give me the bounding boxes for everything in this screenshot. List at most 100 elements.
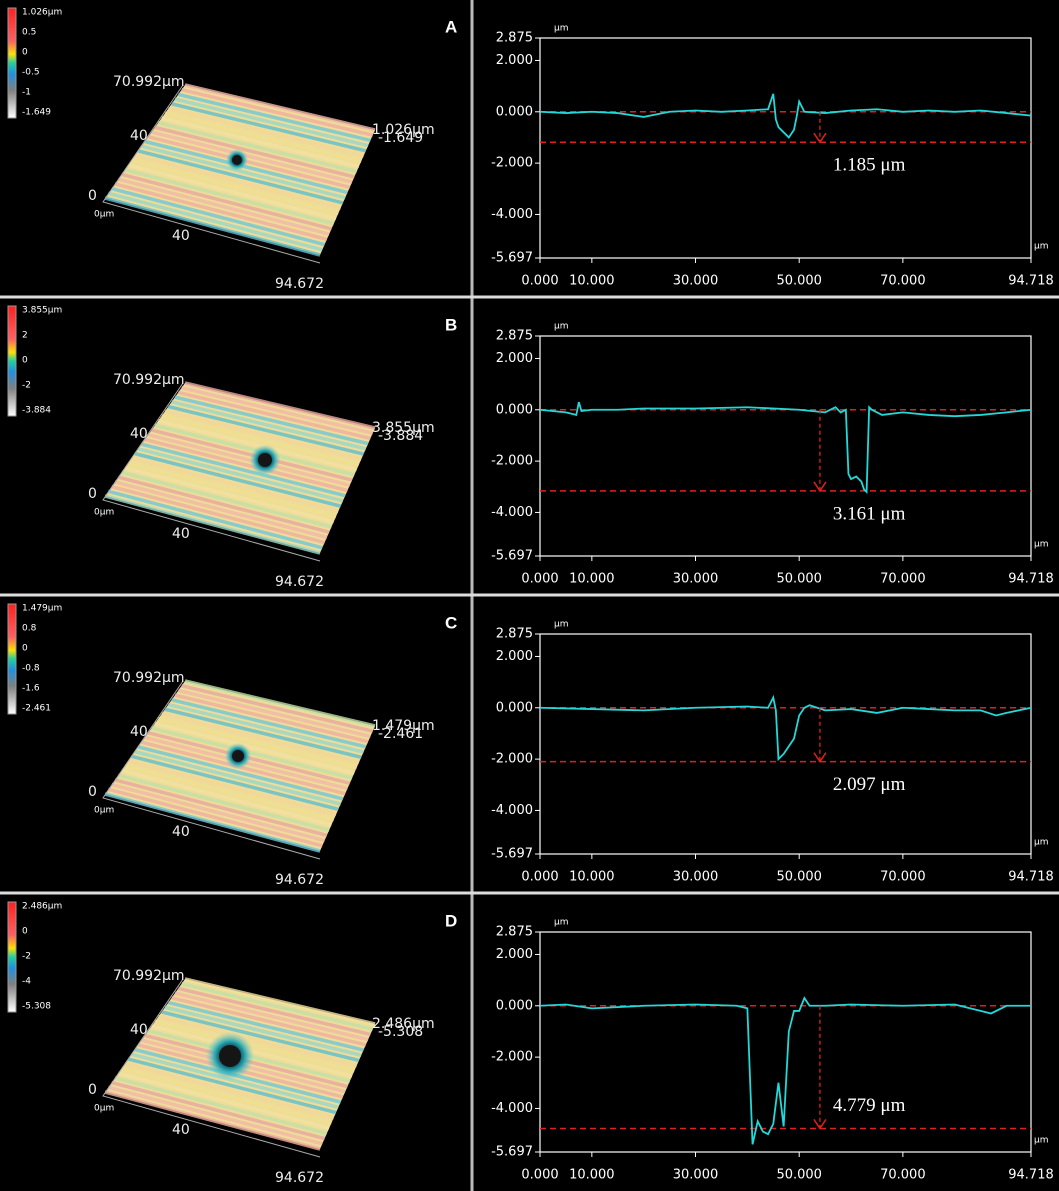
surface-stripe (164, 707, 362, 759)
scale-label: -0.8 (22, 664, 40, 674)
y-unit: μm (554, 918, 569, 928)
scale-label: -2 (22, 381, 31, 391)
x-tick-label: 70.000 (880, 274, 926, 289)
plot-frame (539, 37, 1032, 259)
surface-stripe (127, 1057, 337, 1115)
surface-stripe (154, 1019, 355, 1073)
x-tick-label: 0.000 (521, 870, 558, 885)
y-tick-label: 0.000 (496, 998, 533, 1013)
pit (232, 155, 242, 165)
surface-stripe (121, 172, 332, 231)
surface-stripe (174, 693, 369, 744)
x-tick-label: 30.000 (673, 1168, 719, 1183)
axis-label: 70.992μm (113, 670, 185, 686)
y-tick-label: 2.875 (496, 925, 533, 940)
arrow-head (813, 132, 827, 144)
surface-axis (102, 978, 321, 1158)
surface-stripe (147, 135, 351, 189)
scale-label: 2 (22, 331, 28, 341)
y-tick-label: -5.697 (491, 251, 533, 266)
surface-stripe (161, 116, 360, 169)
axis-label: 0μm (94, 508, 114, 518)
y-unit: μm (554, 620, 569, 630)
y-tick-label: 2.000 (496, 649, 533, 664)
axis-label: 40 (130, 426, 148, 442)
surface-stripe (151, 726, 353, 780)
surface-stripe (177, 986, 371, 1037)
plot-frame (539, 633, 1032, 855)
x-tick-label: 50.000 (776, 870, 822, 885)
surface-stripe (147, 433, 351, 487)
surface-stripe (177, 390, 371, 441)
axis-label: 0μm (94, 210, 114, 220)
surface-stripe (114, 182, 328, 242)
axis-label: 1.479μm (372, 718, 435, 734)
surface-axis (102, 382, 321, 562)
surface-stripe (114, 1076, 328, 1136)
surface-stripe (107, 191, 323, 252)
surface-stripe (137, 149, 344, 205)
panel-label: A (445, 17, 457, 36)
surface-stripe (184, 381, 376, 430)
surface-stripe (114, 480, 328, 540)
scale-label: -2.461 (22, 704, 51, 714)
y-tick-label: 2.875 (496, 329, 533, 344)
surface-stripe (137, 745, 344, 801)
surface-stripe (144, 139, 348, 195)
surface-stripe (111, 1080, 326, 1141)
pit (258, 453, 272, 467)
surface-stripe (127, 163, 337, 221)
surface-stripe (141, 144, 346, 200)
axis-label: 0μm (94, 1104, 114, 1114)
surface-stripe (174, 97, 369, 148)
y-tick-label: -4.000 (491, 505, 533, 520)
plot-frame (539, 931, 1032, 1153)
surface-stripe (171, 698, 367, 749)
surface-stripe (174, 991, 369, 1042)
surface-stripe (167, 702, 364, 754)
depth-label: 3.161 μm (833, 503, 906, 524)
y-tick-label: -5.697 (491, 549, 533, 564)
x-tick-label: 50.000 (776, 572, 822, 587)
arrow-head (813, 1119, 827, 1130)
surface-stripe (164, 409, 362, 461)
axis-label: 94.672 (275, 872, 324, 888)
axis-label: 40 (172, 228, 190, 244)
x-tick-label: 10.000 (569, 274, 615, 289)
axis-label: 3.855μm (372, 420, 435, 436)
surface-stripe (117, 177, 330, 236)
surface-stripe (167, 1000, 364, 1052)
scale-label: 1.479μm (22, 604, 62, 614)
y-tick-label: -2.000 (491, 454, 533, 469)
surface-stripe (157, 1014, 358, 1068)
x-tick-label: 94.718 (1008, 870, 1054, 885)
surface-stripe (161, 1010, 360, 1063)
surface-stripe (141, 442, 346, 498)
surface-stripe (174, 395, 369, 446)
color-bar (7, 603, 17, 715)
x-tick-label: 70.000 (880, 870, 926, 885)
surface-stripe (104, 792, 321, 853)
axis-label: 0 (88, 486, 97, 502)
scale-label: -1.6 (22, 684, 40, 694)
surface-stripe (181, 684, 374, 733)
axis-label: 94.672 (275, 276, 324, 292)
axis-label: 0 (88, 188, 97, 204)
surface-stripe (131, 158, 339, 216)
surface-stripe (171, 996, 367, 1047)
scale-label: 0 (22, 356, 28, 366)
axis-label: -5.308 (378, 1024, 423, 1040)
surface-axis (102, 680, 321, 860)
y-tick-label: -4.000 (491, 1101, 533, 1116)
surface-stripe (164, 111, 362, 163)
axis-label: 70.992μm (113, 968, 185, 984)
y-tick-label: -5.697 (491, 1145, 533, 1160)
surface-stripe (154, 721, 355, 775)
axis-label: 40 (130, 128, 148, 144)
surface-stripe (157, 716, 358, 770)
surface-axis (102, 84, 321, 264)
profile-line (539, 93, 1032, 139)
surface-stripe (111, 484, 326, 545)
surface-stripe (161, 712, 360, 765)
color-bar (7, 901, 17, 1013)
